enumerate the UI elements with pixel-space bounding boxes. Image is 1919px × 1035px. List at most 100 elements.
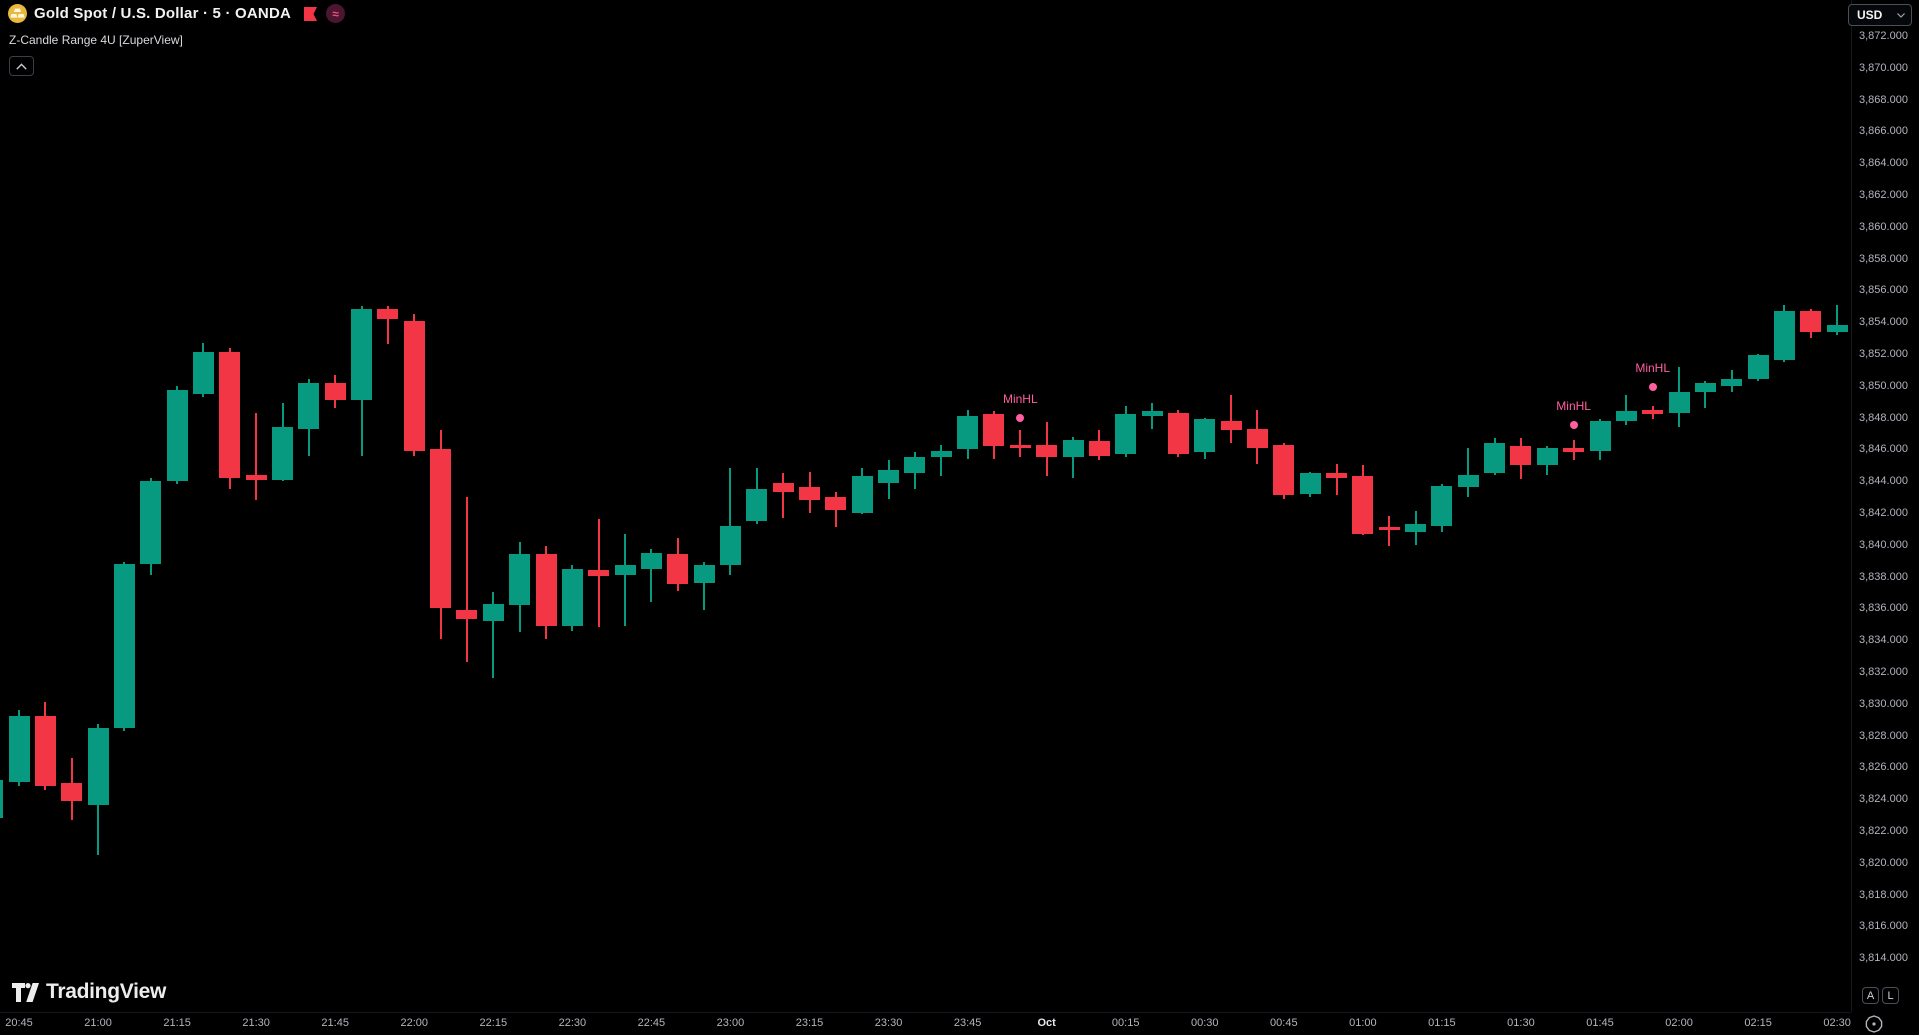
candle-wick — [1335, 463, 1338, 496]
candle — [1299, 473, 1321, 494]
chart-canvas[interactable]: MinHL MinHL MinHL — [0, 0, 1851, 1012]
price-axis-label: 3,822.000 — [1859, 824, 1908, 837]
candle — [1009, 444, 1031, 448]
chevron-up-icon — [16, 62, 27, 69]
candle — [1589, 420, 1611, 451]
candle — [1431, 485, 1453, 526]
candle — [1141, 411, 1163, 416]
candle — [851, 476, 873, 513]
time-axis-label: 01:00 — [1349, 1017, 1377, 1029]
oanda-approx-icon[interactable]: ≈ — [326, 4, 346, 23]
candle — [324, 382, 346, 400]
price-axis-label: 3,864.000 — [1859, 157, 1908, 170]
candle — [1273, 444, 1295, 496]
candle — [1326, 473, 1347, 478]
price-axis-label: 3,830.000 — [1859, 697, 1908, 710]
candle — [1036, 444, 1058, 458]
candle — [588, 570, 610, 577]
candle — [614, 565, 636, 575]
candle — [1167, 412, 1189, 455]
time-axis-label: 22:30 — [558, 1017, 587, 1029]
candle — [667, 554, 689, 585]
candle-wick — [1704, 380, 1707, 408]
candle — [640, 552, 662, 569]
candle — [1510, 446, 1532, 466]
time-axis-label: 21:30 — [242, 1017, 270, 1029]
symbol-header[interactable]: Gold Spot / U.S. Dollar · 5 · OANDA ≈ — [8, 4, 346, 23]
candle — [1405, 524, 1427, 532]
price-axis-label: 3,828.000 — [1859, 729, 1908, 742]
candle-wick — [1072, 436, 1074, 478]
price-axis-label: 3,838.000 — [1859, 570, 1908, 583]
price-axis-label: 3,836.000 — [1859, 602, 1908, 615]
price-axis-label: 3,860.000 — [1859, 220, 1908, 233]
price-axis-label: 3,848.000 — [1859, 411, 1908, 424]
candle — [1062, 439, 1084, 458]
price-axis-label: 3,850.000 — [1859, 379, 1908, 392]
price-axis-label: 3,832.000 — [1859, 665, 1908, 678]
candle-wick — [940, 444, 943, 477]
candle-wick — [782, 473, 785, 518]
candle — [1563, 447, 1585, 453]
time-axis-label: 00:30 — [1190, 1017, 1219, 1029]
candle-wick — [465, 497, 468, 663]
candle — [1826, 325, 1848, 332]
candle — [34, 716, 56, 787]
candle — [430, 449, 452, 609]
candle-wick — [703, 562, 706, 610]
candle — [561, 568, 583, 626]
candle — [1352, 476, 1374, 534]
time-axis-label: 23:30 — [874, 1017, 903, 1029]
time-axis-label: 00:15 — [1111, 1017, 1140, 1029]
candle — [983, 414, 1005, 447]
candle-wick — [650, 549, 653, 602]
candle-wick — [492, 592, 495, 679]
time-axis[interactable]: 20:45 21:00 21:15 21:30 21:45 22:00 22:15 22:30… — [0, 1012, 1851, 1035]
log-scale-button[interactable]: L — [1882, 987, 1899, 1004]
time-axis-label: 02:15 — [1744, 1017, 1772, 1029]
candle — [482, 603, 504, 621]
candle — [8, 716, 30, 782]
currency-selector[interactable]: USD — [1848, 4, 1912, 26]
minhl-marker-label: MinHL — [1002, 391, 1038, 406]
candle-wick — [1836, 304, 1839, 335]
price-axis-label: 3,858.000 — [1859, 252, 1908, 265]
collapse-button[interactable] — [9, 56, 34, 76]
symbol-title[interactable]: Gold Spot / U.S. Dollar · 5 · OANDA — [34, 5, 292, 22]
price-axis-label: 3,814.000 — [1859, 952, 1908, 965]
candle — [61, 783, 83, 801]
candle — [1378, 527, 1400, 531]
gold-coin-icon — [8, 4, 27, 23]
indicator-label[interactable]: Z-Candle Range 4U [ZuperView] — [9, 33, 183, 47]
time-axis-label: 22:45 — [637, 1017, 666, 1029]
time-axis-label: 21:15 — [163, 1017, 191, 1029]
price-axis-label: 3,826.000 — [1859, 761, 1908, 774]
time-axis-label: 02:30 — [1823, 1017, 1851, 1029]
price-axis-label: 3,846.000 — [1859, 443, 1908, 456]
price-axis-label: 3,818.000 — [1859, 888, 1908, 901]
price-axis[interactable]: 3,872.000 3,870.000 3,868.000 3,866.000 3,86… — [1851, 0, 1919, 1012]
candle — [0, 780, 4, 819]
price-axis-label: 3,824.000 — [1859, 793, 1908, 806]
candle-wick — [1151, 403, 1154, 429]
time-axis-label: 20:45 — [5, 1017, 33, 1029]
candle — [957, 415, 979, 450]
auto-scale-button[interactable]: A — [1862, 987, 1879, 1004]
minhl-marker-dot — [1016, 413, 1025, 422]
price-axis-label: 3,834.000 — [1859, 634, 1908, 647]
time-axis-label: 23:45 — [953, 1017, 982, 1029]
tradingview-logo[interactable]: TradingView — [12, 980, 166, 1004]
price-axis-label: 3,842.000 — [1859, 506, 1908, 519]
price-axis-label: 3,868.000 — [1859, 93, 1908, 106]
flag-icon[interactable] — [302, 6, 319, 22]
candle — [1668, 392, 1690, 413]
candle — [1484, 442, 1506, 474]
candle-wick — [1230, 395, 1233, 443]
time-axis-label: 01:30 — [1507, 1017, 1535, 1029]
session-clock-button[interactable] — [1863, 1013, 1885, 1035]
price-axis-label: 3,870.000 — [1859, 61, 1908, 74]
price-axis-label: 3,854.000 — [1859, 316, 1908, 329]
candle — [719, 525, 741, 566]
candle — [1773, 310, 1795, 361]
candle — [1246, 428, 1268, 448]
